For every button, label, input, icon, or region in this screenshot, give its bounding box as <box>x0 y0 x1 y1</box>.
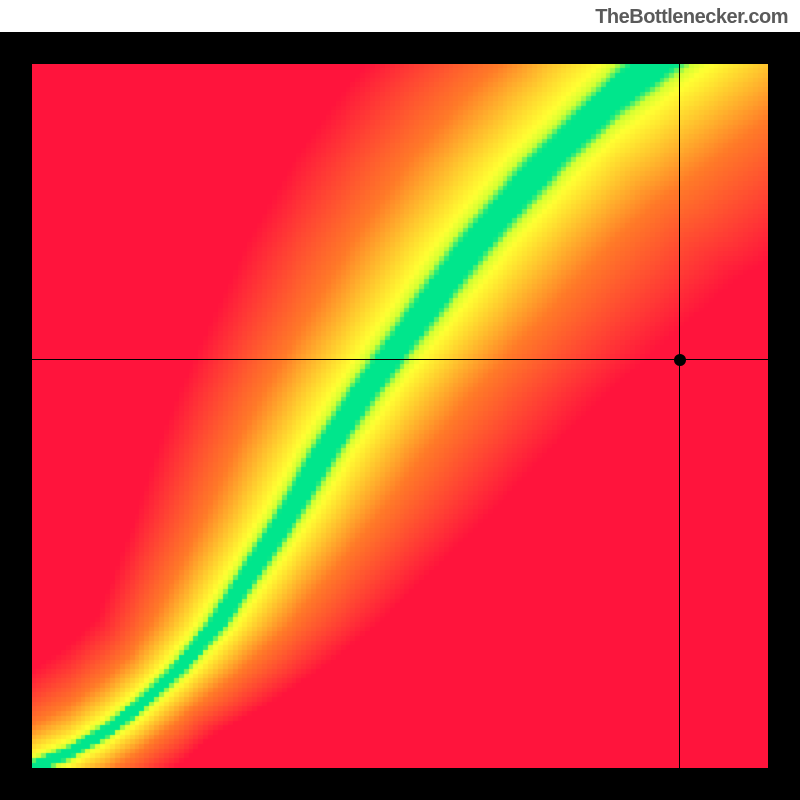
chart-frame <box>0 32 800 800</box>
heatmap-canvas <box>32 64 768 768</box>
plot-area <box>32 64 768 768</box>
crosshair-marker <box>674 354 686 366</box>
crosshair-vertical <box>679 64 681 768</box>
crosshair-horizontal <box>32 359 768 361</box>
watermark: TheBottlenecker.com <box>595 6 788 29</box>
